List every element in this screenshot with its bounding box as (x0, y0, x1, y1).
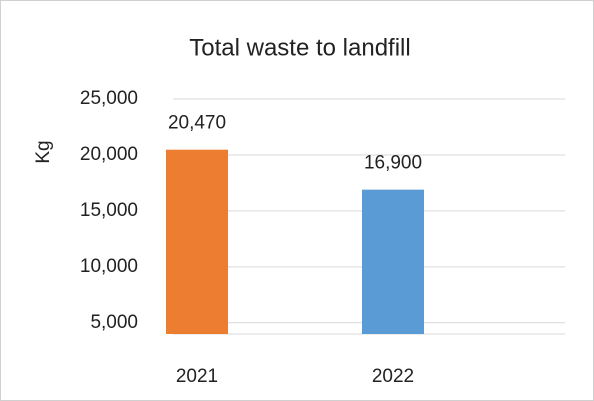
chart-title: Total waste to landfill (189, 34, 410, 61)
x-tick-label: 2021 (176, 366, 218, 387)
x-tick-label: 2022 (372, 366, 414, 387)
value-label: 16,900 (364, 153, 422, 174)
y-axis-label: Kg (33, 140, 54, 163)
y-tick-label: 20,000 (80, 144, 138, 165)
y-tick-label: 10,000 (80, 256, 138, 277)
y-tick-label: 15,000 (80, 200, 138, 221)
y-tick-label: 5,000 (90, 312, 138, 333)
bar (166, 149, 228, 334)
value-label: 20,470 (168, 113, 226, 134)
y-tick-label: 25,000 (80, 88, 138, 109)
bar (362, 189, 424, 334)
